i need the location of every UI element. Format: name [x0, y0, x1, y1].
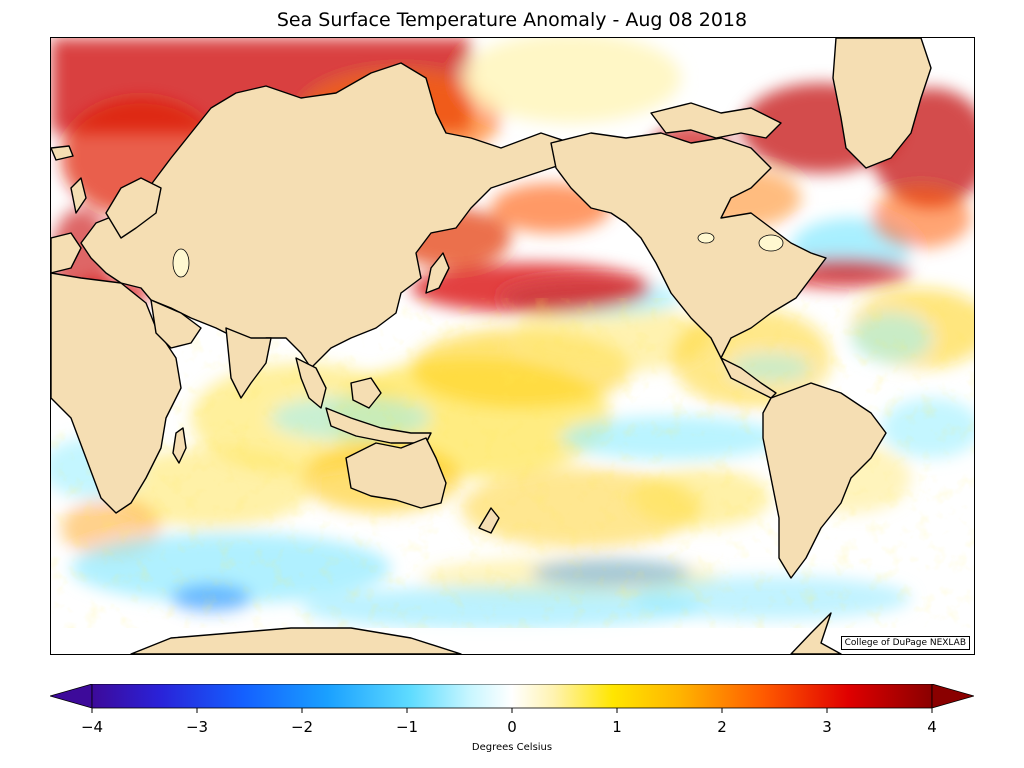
land-se-asia: [295, 357, 327, 409]
colorbar-tick-label: 3: [822, 718, 832, 736]
land-arabia: [150, 299, 202, 349]
land-west-europe: [51, 232, 82, 274]
sst-anomaly-map: [51, 38, 974, 654]
map-panel: College of DuPage NEXLAB: [50, 37, 975, 655]
colorbar-tick-label: 0: [507, 718, 517, 736]
land-australia: [345, 437, 447, 509]
land-new-zealand: [478, 507, 500, 534]
land-south-america: [762, 382, 887, 579]
colorbar-tick-label: 2: [717, 718, 727, 736]
land-greenland: [832, 38, 932, 169]
colorbar: [50, 684, 974, 713]
colorbar-ticks: [91, 708, 933, 713]
colorbar-tick-label: 4: [927, 718, 937, 736]
land-borneo: [350, 377, 382, 409]
colorbar-extend-min: [50, 684, 93, 709]
colorbar-tick-label: −3: [185, 718, 209, 736]
land-japan: [425, 252, 450, 294]
colorbar-tick-label: −1: [395, 718, 419, 736]
colorbar-extend-max: [931, 684, 974, 709]
colorbar-tick-label: −4: [80, 718, 104, 736]
land-antarctic-peninsula: [790, 612, 842, 654]
credit-label: College of DuPage NEXLAB: [840, 636, 970, 650]
land-iceland: [51, 145, 74, 161]
land-north-america: [550, 132, 827, 359]
colorbar-label: Degrees Celsius: [471, 742, 553, 753]
land-masses: [51, 38, 932, 654]
land-antarctica: [130, 627, 462, 654]
chart-title: Sea Surface Temperature Anomaly - Aug 08…: [276, 9, 748, 31]
land-africa: [51, 272, 182, 514]
land-indonesia: [325, 407, 432, 444]
land-india: [225, 327, 272, 399]
colorbar-gradient: [91, 684, 933, 709]
colorbar-tick-label: 1: [612, 718, 622, 736]
land-eurasia: [80, 62, 592, 369]
land-scandinavia: [105, 177, 162, 239]
land-madagascar: [172, 427, 187, 464]
land-uk: [70, 177, 87, 214]
land-central-america: [720, 357, 777, 399]
colorbar-tick-label: −2: [290, 718, 314, 736]
lakes: [172, 232, 784, 278]
land-arctic-islands: [650, 102, 782, 139]
